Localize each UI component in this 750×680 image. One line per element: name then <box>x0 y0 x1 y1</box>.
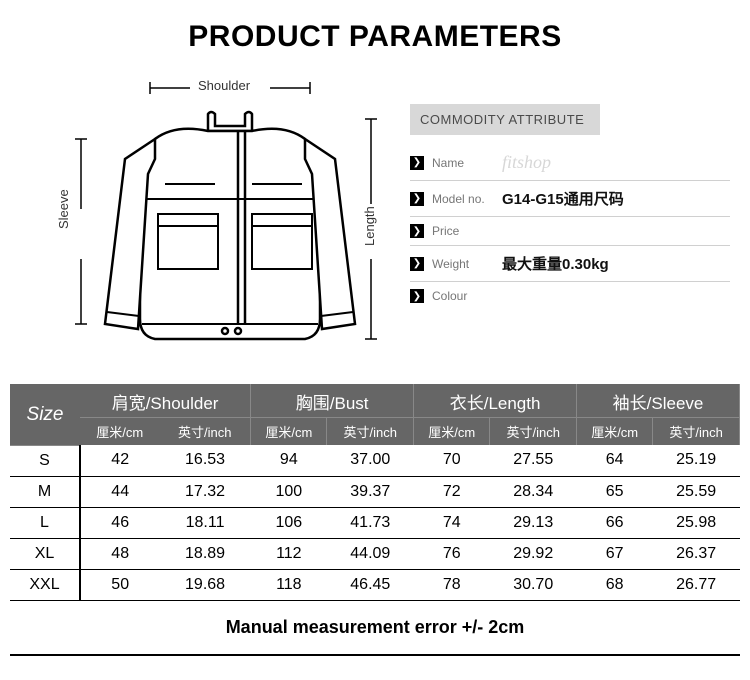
data-cell: 39.37 <box>327 476 414 507</box>
size-table-wrap: Size 肩宽/Shoulder 胸围/Bust 衣长/Length 袖长/Sl… <box>0 384 750 656</box>
data-cell: 25.19 <box>653 445 740 476</box>
size-cell: XL <box>10 538 80 569</box>
size-header-cell: Size <box>10 384 80 445</box>
attribute-value: 最大重量0.30kg <box>502 253 609 274</box>
data-cell: 106 <box>251 507 327 538</box>
attribute-value: fitshop <box>502 152 551 173</box>
chevron-icon: ❯ <box>410 192 424 206</box>
data-cell: 26.37 <box>653 538 740 569</box>
size-table-header-2: 厘米/cm英寸/inch 厘米/cm英寸/inch 厘米/cm英寸/inch 厘… <box>10 418 740 446</box>
attribute-row: ❯ Model no.G14-G15通用尺码 <box>410 181 730 217</box>
data-cell: 94 <box>251 445 327 476</box>
table-row: XXL5019.6811846.457830.706826.77 <box>10 569 740 600</box>
group-sleeve: 袖长/Sleeve <box>577 384 740 418</box>
attribute-label: Weight <box>432 257 502 271</box>
data-cell: 26.77 <box>653 569 740 600</box>
data-cell: 29.92 <box>490 538 577 569</box>
data-cell: 28.34 <box>490 476 577 507</box>
data-cell: 44.09 <box>327 538 414 569</box>
data-cell: 16.53 <box>159 445 250 476</box>
chevron-icon: ❯ <box>410 289 424 303</box>
attribute-label: Name <box>432 156 502 170</box>
sub-inch: 英寸/inch <box>327 418 414 446</box>
table-row: M4417.3210039.377228.346525.59 <box>10 476 740 507</box>
data-cell: 112 <box>251 538 327 569</box>
data-cell: 18.11 <box>159 507 250 538</box>
data-cell: 118 <box>251 569 327 600</box>
data-cell: 70 <box>414 445 490 476</box>
size-table: Size 肩宽/Shoulder 胸围/Bust 衣长/Length 袖长/Sl… <box>10 384 740 601</box>
data-cell: 41.73 <box>327 507 414 538</box>
attribute-row: ❯ Weight最大重量0.30kg <box>410 246 730 282</box>
data-cell: 17.32 <box>159 476 250 507</box>
data-cell: 65 <box>577 476 653 507</box>
data-cell: 76 <box>414 538 490 569</box>
data-cell: 30.70 <box>490 569 577 600</box>
data-cell: 48 <box>80 538 159 569</box>
group-length: 衣长/Length <box>414 384 577 418</box>
data-cell: 68 <box>577 569 653 600</box>
data-cell: 78 <box>414 569 490 600</box>
attribute-row: ❯ Price <box>410 217 730 246</box>
jacket-diagram: Shoulder Sleeve Length <box>20 64 400 364</box>
size-cell: M <box>10 476 80 507</box>
data-cell: 29.13 <box>490 507 577 538</box>
data-cell: 74 <box>414 507 490 538</box>
sub-inch: 英寸/inch <box>490 418 577 446</box>
data-cell: 37.00 <box>327 445 414 476</box>
chevron-icon: ❯ <box>410 257 424 271</box>
chevron-icon: ❯ <box>410 224 424 238</box>
attribute-row: ❯ Namefitshop <box>410 145 730 181</box>
data-cell: 46 <box>80 507 159 538</box>
data-cell: 25.59 <box>653 476 740 507</box>
data-cell: 64 <box>577 445 653 476</box>
sub-inch: 英寸/inch <box>653 418 740 446</box>
measurement-note: Manual measurement error +/- 2cm <box>10 601 740 656</box>
length-label: Length <box>362 206 377 246</box>
sub-cm: 厘米/cm <box>577 418 653 446</box>
data-cell: 42 <box>80 445 159 476</box>
table-row: S4216.539437.007027.556425.19 <box>10 445 740 476</box>
chevron-icon: ❯ <box>410 156 424 170</box>
size-cell: XXL <box>10 569 80 600</box>
data-cell: 18.89 <box>159 538 250 569</box>
data-cell: 67 <box>577 538 653 569</box>
top-section: Shoulder Sleeve Length COMMODITY ATTRIBU… <box>0 54 750 384</box>
data-cell: 100 <box>251 476 327 507</box>
size-cell: L <box>10 507 80 538</box>
size-cell: S <box>10 445 80 476</box>
attribute-panel: COMMODITY ATTRIBUTE ❯ Namefitshop ❯ Model n… <box>400 64 730 364</box>
group-shoulder: 肩宽/Shoulder <box>80 384 251 418</box>
attribute-label: Price <box>432 224 502 238</box>
attribute-header: COMMODITY ATTRIBUTE <box>410 104 600 135</box>
size-table-header-1: Size 肩宽/Shoulder 胸围/Bust 衣长/Length 袖长/Sl… <box>10 384 740 418</box>
data-cell: 46.45 <box>327 569 414 600</box>
data-cell: 66 <box>577 507 653 538</box>
data-cell: 27.55 <box>490 445 577 476</box>
sleeve-label: Sleeve <box>56 189 71 229</box>
table-row: L4618.1110641.737429.136625.98 <box>10 507 740 538</box>
attribute-row: ❯ Colour <box>410 282 730 310</box>
attribute-value: G14-G15通用尺码 <box>502 188 624 209</box>
page-title: PRODUCT PARAMETERS <box>0 0 750 54</box>
table-row: XL4818.8911244.097629.926726.37 <box>10 538 740 569</box>
data-cell: 25.98 <box>653 507 740 538</box>
attribute-label: Colour <box>432 289 502 303</box>
data-cell: 72 <box>414 476 490 507</box>
shoulder-label: Shoulder <box>198 78 250 93</box>
data-cell: 50 <box>80 569 159 600</box>
group-bust: 胸围/Bust <box>251 384 414 418</box>
attribute-label: Model no. <box>432 192 502 206</box>
sub-cm: 厘米/cm <box>80 418 159 446</box>
data-cell: 44 <box>80 476 159 507</box>
sub-inch: 英寸/inch <box>159 418 250 446</box>
sub-cm: 厘米/cm <box>251 418 327 446</box>
sub-cm: 厘米/cm <box>414 418 490 446</box>
data-cell: 19.68 <box>159 569 250 600</box>
